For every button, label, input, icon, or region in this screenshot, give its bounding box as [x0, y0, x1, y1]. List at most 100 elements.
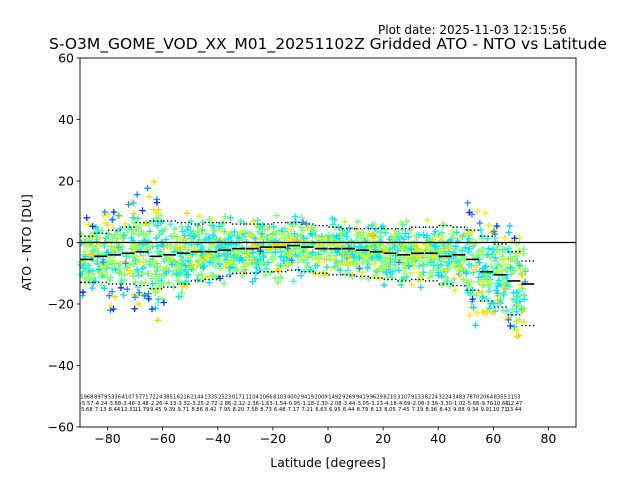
bin-std-label: 6.48 — [274, 407, 286, 413]
scatter-point-group — [79, 199, 523, 330]
bin-std-label: 9.88 — [453, 407, 465, 413]
bin-mean-label: -3.48 — [135, 401, 148, 407]
bin-std-label: 8.73 — [260, 407, 272, 413]
bin-mean-label: -3.25 — [190, 401, 203, 407]
y-tick-label: 60 — [58, 51, 74, 66]
bin-count-label: 2009 — [315, 395, 328, 401]
scatter-point-group — [79, 199, 518, 330]
bin-count-label: 1104 — [246, 395, 260, 401]
bin-std-label: 5.68 — [81, 407, 93, 413]
bin-mean-label: -1.02 — [452, 401, 465, 407]
bin-std-label: 7.95 — [219, 407, 231, 413]
bin-mean-label: -2.12 — [232, 401, 245, 407]
x-tick-label: −40 — [205, 431, 231, 446]
bin-count-label: 1153 — [507, 395, 520, 401]
x-axis-ticks: −80 −60 −40 −20 0 20 40 60 80 — [94, 427, 556, 446]
bin-mean-label: -2.72 — [204, 401, 217, 407]
bin-std-label: 13.44 — [507, 407, 523, 413]
bin-count-label: 8103 — [273, 395, 286, 401]
bin-mean-label: -3.30 — [438, 401, 451, 407]
y-axis-label: ATO - NTO [DU] — [19, 194, 34, 291]
bin-std-label: 9.39 — [164, 407, 176, 413]
x-tick-label: −20 — [260, 431, 286, 446]
bin-std-label: 6.63 — [315, 407, 327, 413]
chart-title: S-O3M_GOME_VOD_XX_M01_20251102Z Gridded … — [48, 35, 607, 53]
bin-count-label: 2144 — [191, 395, 205, 401]
bin-std-label: 7.45 — [398, 407, 410, 413]
bin-mean-label: -1.63 — [259, 401, 272, 407]
bin-mean-label: -2.26 — [149, 401, 162, 407]
bin-mean-label: -2.08 — [411, 401, 424, 407]
bin-count-label: 8224 — [425, 395, 439, 401]
bin-count-label: 0171 — [232, 395, 245, 401]
bin-std-label: 8.20 — [233, 407, 245, 413]
bin-mean-label: -10.66 — [492, 401, 509, 407]
bin-std-label: 11.79 — [135, 407, 150, 413]
bin-count-label: 2064 — [480, 395, 494, 401]
y-tick-label: 0 — [66, 235, 74, 250]
bin-count-label: 3483 — [452, 395, 465, 401]
bin-mean-label: -2.86 — [218, 401, 231, 407]
bin-count-label: 1066 — [259, 395, 272, 401]
x-tick-label: 0 — [324, 431, 332, 446]
bin-std-label: 9.34 — [467, 407, 479, 413]
bin-std-label: 7.17 — [288, 407, 300, 413]
bin-mean-label: -3.44 — [342, 401, 356, 407]
bin-std-label: 8.42 — [205, 407, 217, 413]
bin-count-label: 1492 — [328, 395, 341, 401]
bin-count-label: 9419 — [356, 395, 369, 401]
bin-count-label: 3107 — [397, 395, 410, 401]
bin-std-label: 9.45 — [150, 407, 162, 413]
bin-count-label: 7224 — [149, 395, 163, 401]
bin-count-label: 4107 — [122, 395, 135, 401]
bin-count-label: 3851 — [163, 395, 176, 401]
x-tick-label: −60 — [149, 431, 175, 446]
bin-mean-label: -5.68 — [466, 401, 479, 407]
bin-annotations: 1968 8979 5336 4107 5771 7224 3851 6216 2144 1335… — [80, 395, 522, 413]
bin-mean-label: -3.13 — [370, 401, 383, 407]
x-tick-label: 20 — [375, 431, 391, 446]
bin-std-label: 8.13 — [370, 407, 382, 413]
bin-mean-label: -3.36 — [425, 401, 438, 407]
x-tick-label: 40 — [430, 431, 446, 446]
x-tick-label: 80 — [540, 431, 556, 446]
statistic-markers — [80, 220, 535, 327]
bin-std-label: 12.31 — [121, 407, 136, 413]
bin-mean-label: -3.32 — [177, 401, 190, 407]
bin-count-label: 9133 — [411, 395, 424, 401]
bin-count-label: 5336 — [108, 395, 121, 401]
bin-mean-label: -2.30 — [314, 401, 327, 407]
bin-count-label: 8210 — [383, 395, 396, 401]
bin-count-label: 5771 — [135, 395, 148, 401]
bin-std-label: 8.36 — [426, 407, 438, 413]
bin-count-label: 6216 — [177, 395, 190, 401]
bin-std-label: 8.86 — [191, 407, 203, 413]
bin-mean-label: -2.08 — [328, 401, 341, 407]
bin-count-label: 2523 — [218, 395, 231, 401]
bin-mean-label: -4.69 — [397, 401, 410, 407]
bin-std-label: 7.13 — [95, 407, 107, 413]
bin-std-label: 7.21 — [302, 407, 314, 413]
bin-count-label: 9629 — [370, 395, 383, 401]
bin-std-label: 8.05 — [384, 407, 396, 413]
y-tick-label: −40 — [48, 358, 74, 373]
bin-std-label: 9.91 — [481, 407, 493, 413]
x-tick-label: −80 — [94, 431, 120, 446]
bin-std-label: 8.79 — [357, 407, 369, 413]
y-tick-label: −60 — [48, 420, 74, 435]
bin-count-label: 8355 — [494, 395, 507, 401]
bin-count-label: 8979 — [94, 395, 107, 401]
x-axis-label: Latitude [degrees] — [270, 455, 386, 470]
bin-count-label: 9419 — [301, 395, 314, 401]
bin-std-label: 8.44 — [109, 407, 121, 413]
bin-count-label: 7870 — [466, 395, 479, 401]
bin-mean-label: -2.36 — [246, 401, 259, 407]
bin-std-label: 6.44 — [343, 407, 355, 413]
y-tick-label: 40 — [58, 112, 74, 127]
y-tick-label: 20 — [58, 174, 74, 189]
bin-std-label: 7.19 — [412, 407, 424, 413]
bin-std-label: 7.58 — [246, 407, 258, 413]
bin-mean-label: -9.76 — [480, 401, 493, 407]
bin-std-label: 8.43 — [439, 407, 451, 413]
bin-mean-label: -1.54 — [273, 401, 287, 407]
